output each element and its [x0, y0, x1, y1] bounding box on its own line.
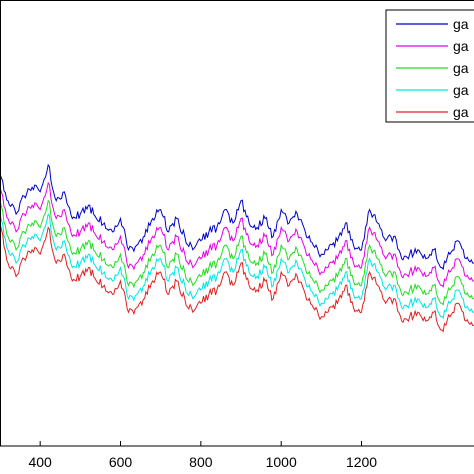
x-tick-label: 600 [109, 454, 133, 470]
series-line-5 [0, 222, 474, 333]
x-tick-label: 400 [28, 454, 52, 470]
legend-label-5: ga [453, 104, 469, 120]
x-tick-label: 800 [189, 454, 213, 470]
series-line-4 [0, 212, 474, 320]
series-line-2 [0, 181, 474, 288]
legend-box [385, 9, 474, 123]
legend-label-4: ga [453, 82, 469, 98]
legend-label-1: ga [453, 16, 469, 32]
axes-layer [0, 0, 474, 447]
legend-label-3: ga [453, 60, 469, 76]
x-ticks: 400 600 800 1000 1200 [28, 441, 377, 470]
legend: ga ga ga ga ga [385, 9, 474, 123]
x-tick-label: 1200 [346, 454, 377, 470]
legend-label-2: ga [453, 38, 469, 54]
series-layer [0, 163, 474, 333]
x-tick-label: 1000 [266, 454, 297, 470]
series-line-1 [0, 163, 474, 271]
series-line-3 [0, 199, 474, 306]
